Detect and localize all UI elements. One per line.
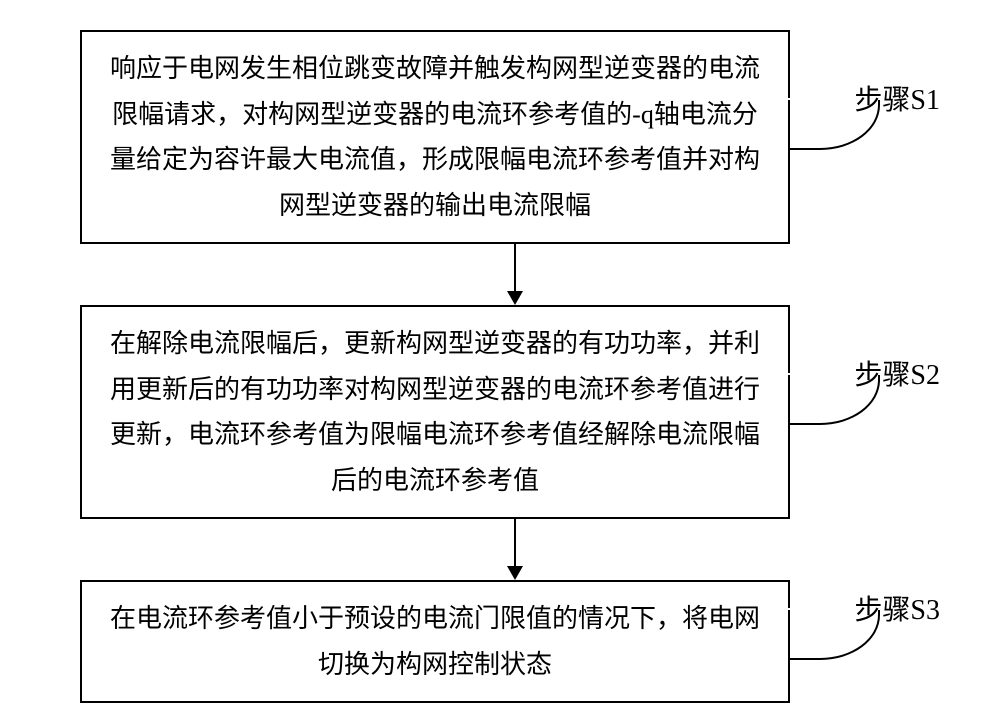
step-s2-text: 在解除电流限幅后，更新构网型逆变器的有功功率，并利用更新后的有功功率对构网型逆变…: [110, 329, 760, 495]
step-s3-box: 在电流环参考值小于预设的电流门限值的情况下，将电网切换为构网控制状态: [80, 580, 790, 703]
step-s3-row: 在电流环参考值小于预设的电流门限值的情况下，将电网切换为构网控制状态 步骤S3: [50, 580, 950, 703]
step-s1-row: 响应于电网发生相位跳变故障并触发构网型逆变器的电流限幅请求，对构网型逆变器的电流…: [50, 30, 950, 244]
arrow-line: [514, 519, 516, 567]
step-s1-text: 响应于电网发生相位跳变故障并触发构网型逆变器的电流限幅请求，对构网型逆变器的电流…: [110, 54, 760, 220]
flowchart: 响应于电网发生相位跳变故障并触发构网型逆变器的电流限幅请求，对构网型逆变器的电流…: [50, 30, 950, 703]
step-s1-label: 步骤S1: [854, 78, 940, 118]
step-s2-label: 步骤S2: [854, 353, 940, 393]
step-s2-row: 在解除电流限幅后，更新构网型逆变器的有功功率，并利用更新后的有功功率对构网型逆变…: [50, 305, 950, 519]
arrow-s1-s2: [160, 244, 870, 305]
arrow-line: [514, 244, 516, 292]
arrow-head-icon: [507, 291, 523, 305]
step-s3-label: 步骤S3: [854, 588, 940, 628]
arrow-head-icon: [507, 566, 523, 580]
step-s2-box: 在解除电流限幅后，更新构网型逆变器的有功功率，并利用更新后的有功功率对构网型逆变…: [80, 305, 790, 519]
step-s3-text: 在电流环参考值小于预设的电流门限值的情况下，将电网切换为构网控制状态: [110, 604, 760, 679]
arrow-s2-s3: [160, 519, 870, 580]
step-s1-box: 响应于电网发生相位跳变故障并触发构网型逆变器的电流限幅请求，对构网型逆变器的电流…: [80, 30, 790, 244]
